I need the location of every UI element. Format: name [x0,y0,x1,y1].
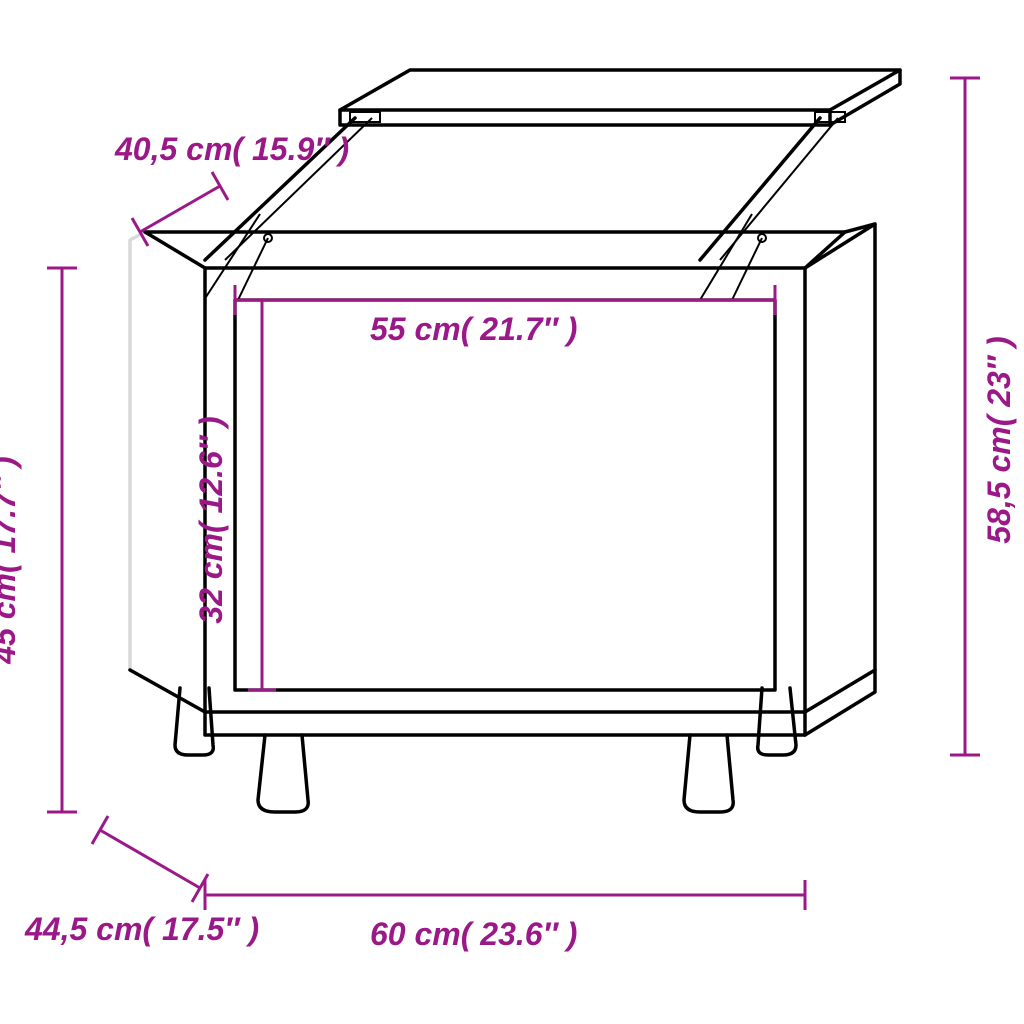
furniture-outline [130,70,900,812]
dim-top-depth: 40,5 cm( 15.9″ ) [114,131,349,246]
dim-body-height: 45 cm( 17.7″ ) [0,268,77,812]
base-side [805,670,875,735]
body-right-side [805,224,875,670]
front-panel [235,300,775,690]
legs [175,688,796,812]
dimension-diagram: 40,5 cm( 15.9″ ) 55 cm( 21.7″ ) 45 cm( 1… [0,0,1024,1024]
dimensions: 40,5 cm( 15.9″ ) 55 cm( 21.7″ ) 45 cm( 1… [0,78,1017,952]
dim-depth: 44,5 cm( 17.5″ ) [24,816,259,947]
label-inner-width: 55 cm( 21.7″ ) [370,311,577,347]
label-panel-height: 32 cm( 12.6″ ) [193,416,229,623]
dim-inner-width: 55 cm( 21.7″ ) [235,285,775,347]
label-body-height: 45 cm( 17.7″ ) [0,456,22,664]
label-open-height: 58,5 cm( 23″ ) [981,336,1017,543]
label-depth: 44,5 cm( 17.5″ ) [24,911,259,947]
base-front [205,712,805,735]
label-top-depth: 40,5 cm( 15.9″ ) [114,131,349,167]
dim-open-height: 58,5 cm( 23″ ) [950,78,1017,755]
label-width: 60 cm( 23.6″ ) [370,916,577,952]
dim-width: 60 cm( 23.6″ ) [205,880,805,952]
